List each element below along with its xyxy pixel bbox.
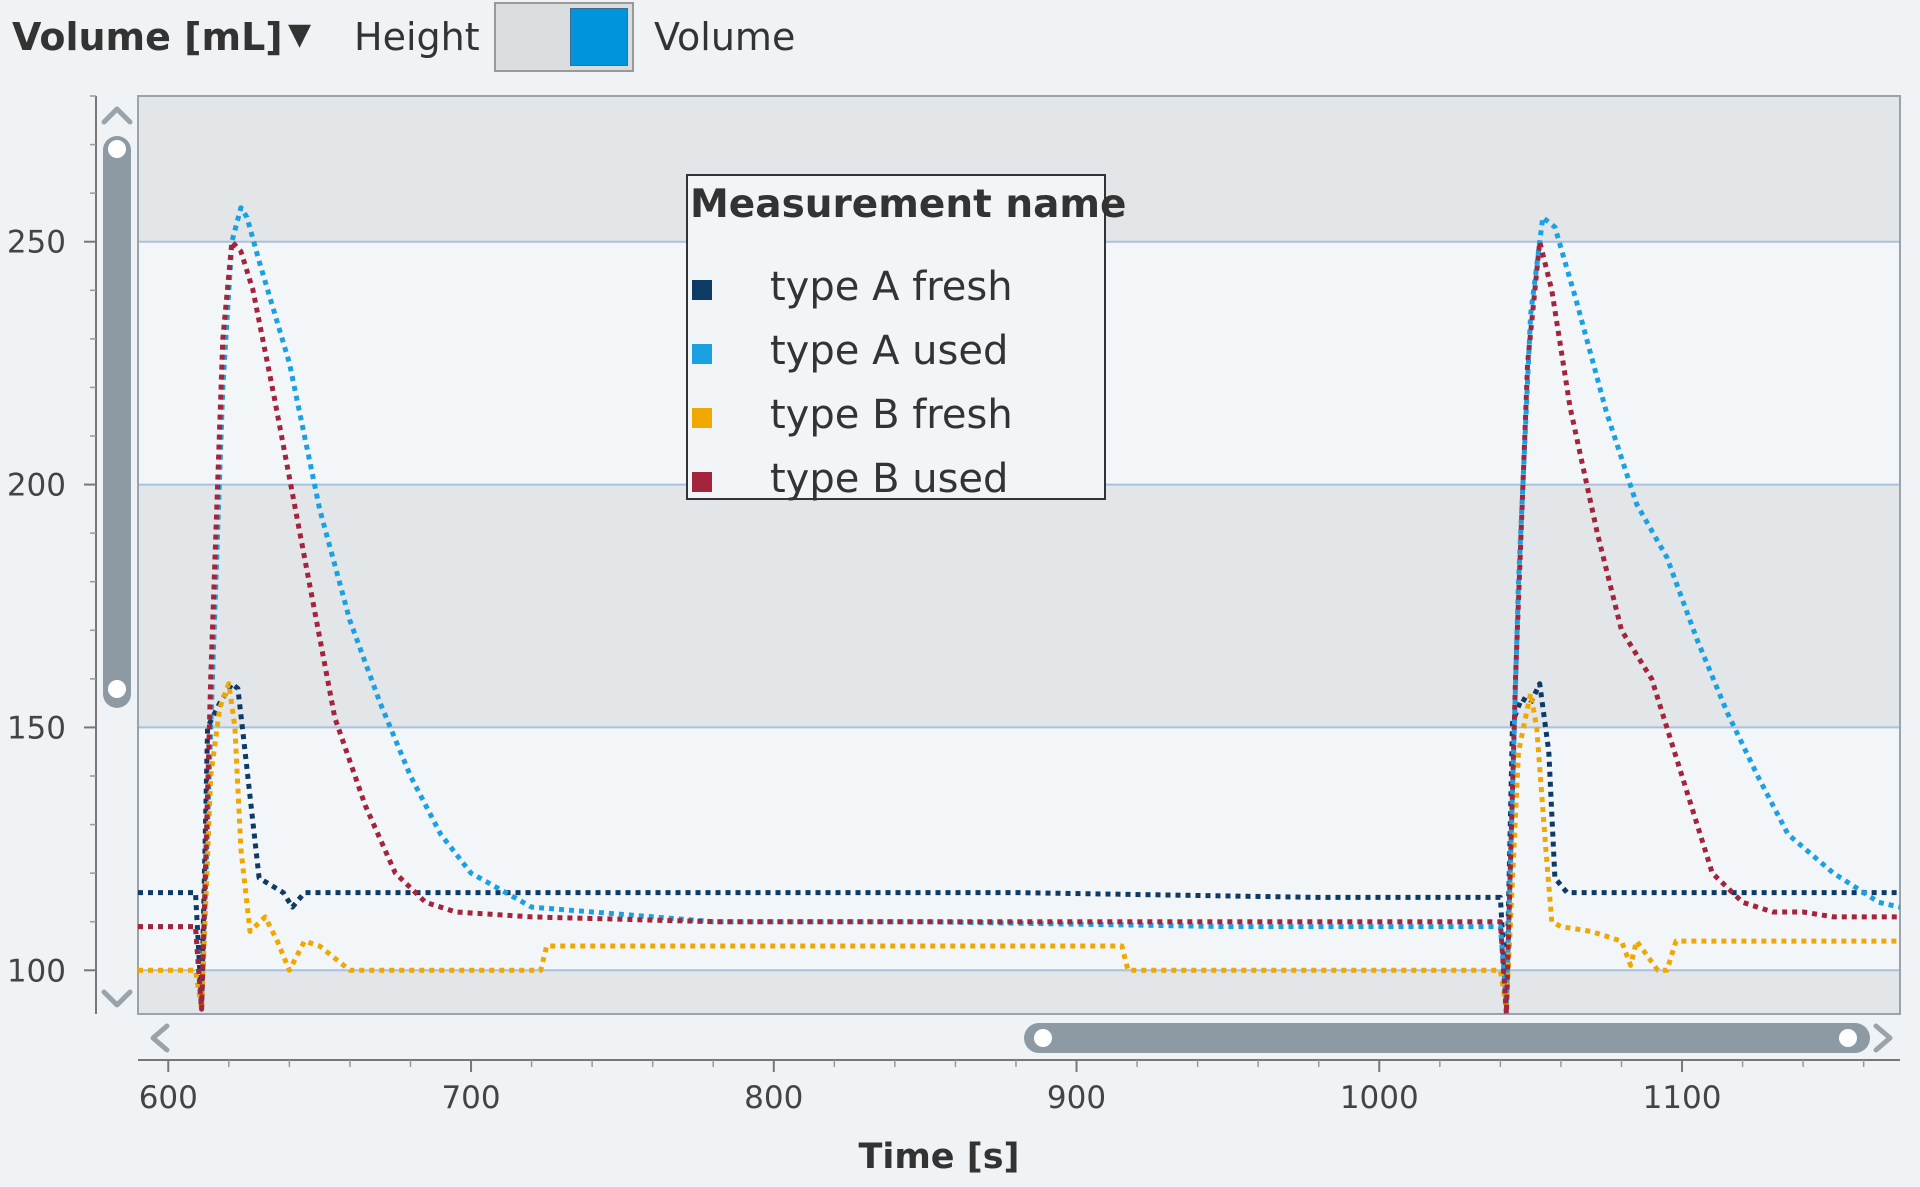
y-tick-label: 100 [7,953,66,989]
x-tick-label: 700 [441,1080,500,1116]
x-tick-label: 1000 [1340,1080,1419,1116]
y-measure-dropdown-label[interactable]: Volume [mL] [12,15,283,59]
legend-label: type A fresh [770,264,1013,310]
chart-toolbar: Volume [mL] ▼ Height Volume [0,0,1920,80]
scroll-right-icon[interactable] [1873,1023,1893,1053]
x-tick-label: 900 [1047,1080,1106,1116]
x-tick-label: 600 [139,1080,198,1116]
scroll-left-icon[interactable] [150,1023,170,1053]
y-ticks: 100 150 200 250 [7,225,96,989]
scroll-up-icon[interactable] [101,106,133,125]
series-line-type-b-used[interactable] [138,239,1900,1014]
vertical-scroll-handle-top[interactable] [108,140,126,158]
legend-label: type A used [770,328,1009,374]
horizontal-scroll-handle-right[interactable] [1839,1029,1857,1047]
legend-item-type-a-fresh[interactable]: type A fresh [688,258,1104,318]
y-tick-label: 250 [7,225,66,261]
legend-item-type-b-fresh[interactable]: type B fresh [688,386,1104,446]
height-volume-toggle[interactable] [494,2,634,72]
horizontal-scrollbar[interactable] [150,1023,1893,1053]
x-tick-label: 1100 [1643,1080,1722,1116]
legend-item-type-b-used[interactable]: type B used [688,450,1104,510]
legend-swatch [692,344,712,364]
x-tick-label: 800 [744,1080,803,1116]
x-ticks: 600 700 800 900 1000 1100 [139,1060,1722,1116]
y-tick-label: 150 [7,710,66,746]
y-minor-ticks [90,95,96,923]
series-line-type-b-fresh[interactable] [138,681,1900,1012]
toggle-height-label[interactable]: Height [354,15,480,59]
legend-swatch [692,408,712,428]
plot-band [138,484,1900,728]
vertical-scroll-thumb[interactable] [103,136,131,708]
horizontal-scroll-handle-left[interactable] [1034,1029,1052,1047]
legend-swatch [692,472,712,492]
series-line-type-a-fresh[interactable] [138,681,1900,1007]
chevron-down-icon[interactable]: ▼ [288,17,312,52]
chart-legend: Measurement name type A fresh type A use… [686,174,1126,502]
legend-label: type B fresh [770,392,1013,438]
legend-title: Measurement name [690,182,1127,227]
plot-frame [137,95,1901,1015]
toggle-volume-label[interactable]: Volume [654,15,796,59]
legend-swatch [692,280,712,300]
plot-band [138,970,1900,1014]
vertical-scrollbar[interactable] [101,106,133,1008]
scroll-down-icon[interactable] [101,989,133,1008]
legend-item-type-a-used[interactable]: type A used [688,322,1104,382]
x-minor-ticks [228,1060,1865,1067]
x-axis-title: Time [s] [858,1137,1019,1177]
series-layer [138,205,1900,1014]
plot-band [138,727,1900,971]
vertical-scroll-handle-bottom[interactable] [108,680,126,698]
legend-label: type B used [770,456,1009,502]
toggle-knob[interactable] [570,8,628,66]
series-line-type-a-used[interactable] [138,205,1900,1012]
y-tick-label: 200 [7,468,66,504]
horizontal-scroll-thumb[interactable] [1024,1023,1870,1053]
